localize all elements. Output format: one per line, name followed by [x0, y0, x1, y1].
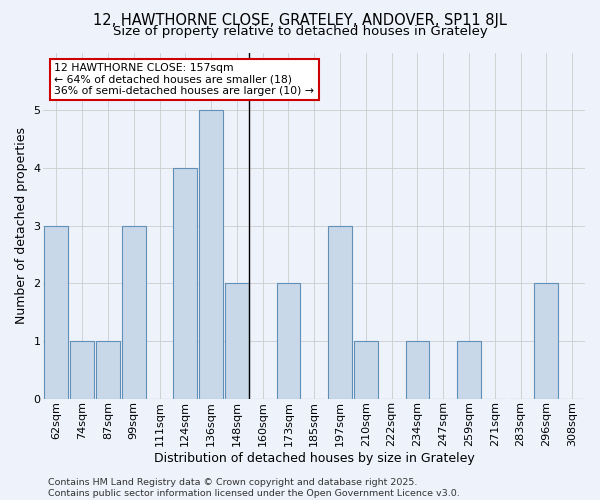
- Bar: [199, 110, 223, 399]
- Text: Contains HM Land Registry data © Crown copyright and database right 2025.
Contai: Contains HM Land Registry data © Crown c…: [48, 478, 460, 498]
- Bar: [328, 226, 352, 398]
- Bar: [277, 283, 301, 399]
- Bar: [122, 226, 146, 398]
- Text: 12 HAWTHORNE CLOSE: 157sqm
← 64% of detached houses are smaller (18)
36% of semi: 12 HAWTHORNE CLOSE: 157sqm ← 64% of deta…: [54, 63, 314, 96]
- Bar: [457, 341, 481, 398]
- Bar: [225, 283, 249, 399]
- Bar: [44, 226, 68, 398]
- Bar: [96, 341, 120, 398]
- Bar: [70, 341, 94, 398]
- Text: Size of property relative to detached houses in Grateley: Size of property relative to detached ho…: [113, 25, 487, 38]
- X-axis label: Distribution of detached houses by size in Grateley: Distribution of detached houses by size …: [154, 452, 475, 465]
- Bar: [173, 168, 197, 398]
- Text: 12, HAWTHORNE CLOSE, GRATELEY, ANDOVER, SP11 8JL: 12, HAWTHORNE CLOSE, GRATELEY, ANDOVER, …: [93, 12, 507, 28]
- Y-axis label: Number of detached properties: Number of detached properties: [15, 127, 28, 324]
- Bar: [535, 283, 558, 399]
- Bar: [406, 341, 429, 398]
- Bar: [354, 341, 377, 398]
